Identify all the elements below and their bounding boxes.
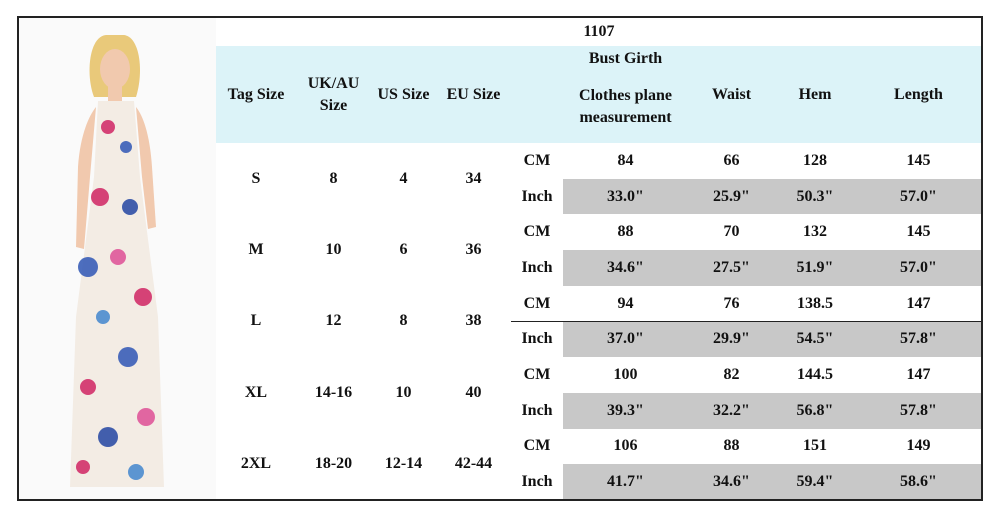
size-cell: 34 xyxy=(436,143,512,216)
inch-value: 51.9" xyxy=(775,250,856,287)
size-cell: 18-20 xyxy=(296,428,372,501)
inch-value: 34.6" xyxy=(688,464,776,501)
size-cell: 40 xyxy=(436,357,512,430)
size-cell: 14-16 xyxy=(296,357,372,430)
cm-value: 70 xyxy=(688,214,776,252)
inch-value: 57.0" xyxy=(855,178,983,216)
size-cell: 10 xyxy=(371,357,437,430)
cm-value: 88 xyxy=(563,214,689,252)
size-cell: L xyxy=(216,285,297,359)
inch-value: 50.3" xyxy=(775,178,856,216)
cm-value: 84 xyxy=(563,143,689,180)
inch-value: 39.3" xyxy=(563,392,689,430)
inch-value: 59.4" xyxy=(775,464,856,501)
cm-value: 66 xyxy=(688,143,776,180)
inch-value: 57.8" xyxy=(855,392,983,430)
inch-value: 57.8" xyxy=(855,321,983,359)
title: 1107 xyxy=(216,17,983,47)
inch-value: 57.0" xyxy=(855,250,983,287)
column-header: Length xyxy=(855,46,983,144)
size-cell: XL xyxy=(216,357,297,430)
size-cell: 6 xyxy=(371,214,437,287)
cm-value: 144.5 xyxy=(775,357,856,394)
inch-value: 27.5" xyxy=(688,250,776,287)
cm-value: 100 xyxy=(563,357,689,394)
cm-value: 76 xyxy=(688,285,776,323)
inch-value: 32.2" xyxy=(688,392,776,430)
size-cell: 42-44 xyxy=(436,428,512,501)
unit-header xyxy=(511,46,564,144)
cm-value: 151 xyxy=(775,428,856,466)
column-header: EU Size xyxy=(436,46,512,144)
inch-value: 33.0" xyxy=(563,178,689,216)
column-header: UK/AU Size xyxy=(296,46,372,144)
size-cell: 12 xyxy=(296,285,372,359)
inch-value: 58.6" xyxy=(855,464,983,501)
size-cell: 12-14 xyxy=(371,428,437,501)
inch-value: 34.6" xyxy=(563,250,689,287)
inch-value: 37.0" xyxy=(563,321,689,359)
cm-value: 145 xyxy=(855,214,983,252)
size-cell: 36 xyxy=(436,214,512,287)
unit-label: Inch xyxy=(511,321,564,359)
cm-value: 138.5 xyxy=(775,285,856,323)
column-header: Waist xyxy=(688,46,776,144)
size-cell: 8 xyxy=(296,143,372,216)
size-cell: M xyxy=(216,214,297,287)
cm-value: 132 xyxy=(775,214,856,252)
unit-label: Inch xyxy=(511,464,564,501)
inch-value: 29.9" xyxy=(688,321,776,359)
cm-value: 82 xyxy=(688,357,776,394)
unit-label: Inch xyxy=(511,250,564,287)
size-cell: 38 xyxy=(436,285,512,359)
inch-value: 41.7" xyxy=(563,464,689,501)
cm-value: 145 xyxy=(855,143,983,180)
column-header: US Size xyxy=(371,46,437,144)
size-cell: S xyxy=(216,143,297,216)
column-header: Hem xyxy=(775,46,856,144)
cm-value: 94 xyxy=(563,285,689,323)
product-photo xyxy=(18,17,216,500)
size-cell: 4 xyxy=(371,143,437,216)
size-cell: 10 xyxy=(296,214,372,287)
cm-value: 147 xyxy=(855,357,983,394)
unit-label: Inch xyxy=(511,392,564,430)
column-header: Tag Size xyxy=(216,46,297,144)
size-cell: 8 xyxy=(371,285,437,359)
unit-label: CM xyxy=(511,428,564,466)
column-header: Bust Girth xyxy=(563,46,689,72)
cm-value: 149 xyxy=(855,428,983,466)
unit-label: CM xyxy=(511,357,564,394)
cm-value: 106 xyxy=(563,428,689,466)
cm-value: 88 xyxy=(688,428,776,466)
size-cell: 2XL xyxy=(216,428,297,501)
unit-label: CM xyxy=(511,143,564,180)
inch-value: 25.9" xyxy=(688,178,776,216)
unit-label: CM xyxy=(511,285,564,323)
cm-value: 128 xyxy=(775,143,856,180)
column-subheader: Clothes plane measurement xyxy=(563,71,689,144)
unit-label: Inch xyxy=(511,178,564,216)
inch-value: 56.8" xyxy=(775,392,856,430)
inch-value: 54.5" xyxy=(775,321,856,359)
unit-label: CM xyxy=(511,214,564,252)
cm-value: 147 xyxy=(855,285,983,323)
